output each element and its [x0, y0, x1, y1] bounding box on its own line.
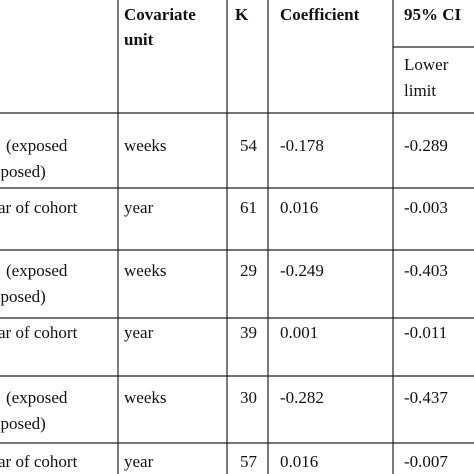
coefficient-cell: -0.178 [280, 136, 324, 155]
study-cell: (exposed [6, 136, 68, 155]
coefficient-cell: -0.249 [280, 261, 324, 280]
k-cell: 30 [240, 388, 257, 407]
lower-cell: -0.007 [404, 452, 448, 471]
lower-cell: -0.289 [404, 136, 448, 155]
unit-cell: year [124, 323, 154, 342]
study-cell: (exposed [6, 261, 68, 280]
header-cell: limit [404, 81, 436, 100]
study-cell: xposed) [0, 414, 46, 433]
table-body: (exposed xposed) weeks 54 -0.178 -0.289 ar of … [0, 136, 448, 471]
k-cell: 61 [240, 198, 257, 217]
k-cell: 29 [240, 261, 257, 280]
coefficient-cell: 0.016 [280, 452, 318, 471]
unit-cell: weeks [124, 261, 166, 280]
lower-cell: -0.011 [404, 323, 447, 342]
coefficient-cell: 0.001 [280, 323, 318, 342]
header-cell: 95% CI [404, 5, 462, 24]
study-cell: ar of cohort [0, 452, 78, 471]
k-cell: 39 [240, 323, 257, 342]
unit-cell: weeks [124, 136, 166, 155]
unit-cell: year [124, 452, 154, 471]
unit-cell: weeks [124, 388, 166, 407]
unit-cell: year [124, 198, 154, 217]
lower-cell: -0.003 [404, 198, 448, 217]
header-cell: Lower [404, 55, 449, 74]
coefficient-cell: 0.016 [280, 198, 318, 217]
header-cell: unit [124, 30, 154, 49]
study-cell: xposed) [0, 287, 46, 306]
study-cell: ar of cohort [0, 323, 78, 342]
study-cell: xposed) [0, 162, 46, 181]
lower-cell: -0.403 [404, 261, 448, 280]
k-cell: 54 [240, 136, 258, 155]
coefficient-cell: -0.282 [280, 388, 324, 407]
study-cell: (exposed [6, 388, 68, 407]
study-cell: ar of cohort [0, 198, 78, 217]
lower-cell: -0.437 [404, 388, 448, 407]
k-cell: 57 [240, 452, 258, 471]
header-cell: Covariate [124, 5, 196, 24]
header-cell: Coefficient [280, 5, 360, 24]
header: Covariate unit K Coefficient 95% CI Lowe… [124, 5, 462, 100]
header-cell: K [235, 5, 249, 24]
